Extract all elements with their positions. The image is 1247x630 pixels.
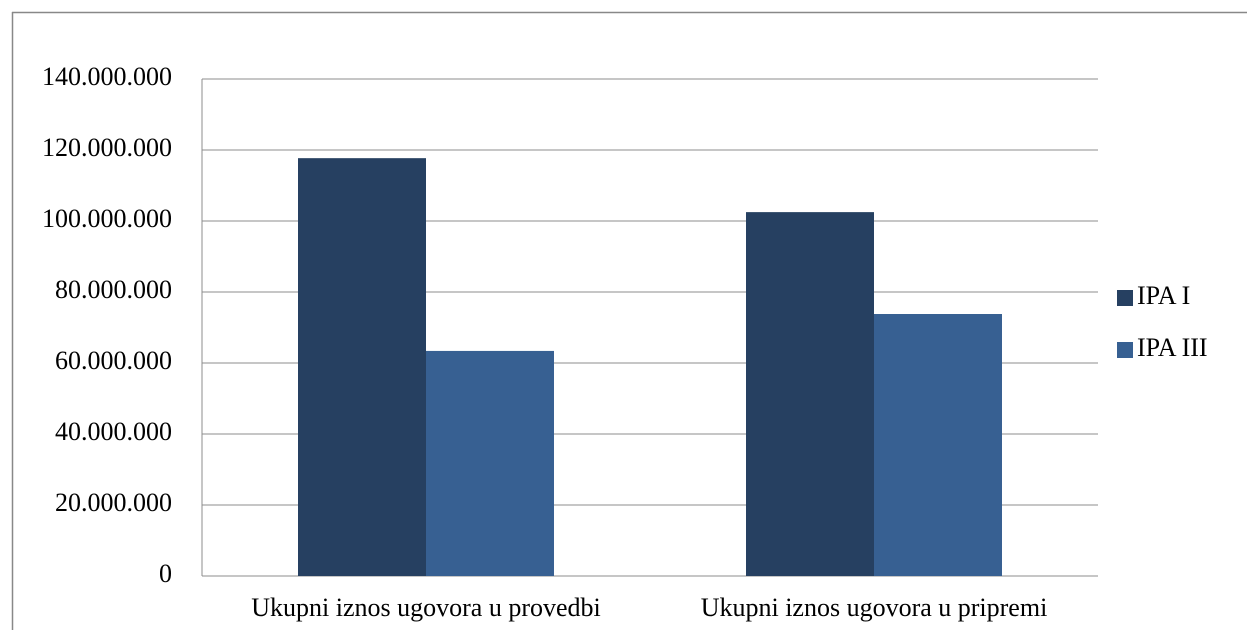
x-tick-label: Ukupni iznos ugovora u provedbi bbox=[251, 593, 601, 622]
bar bbox=[874, 314, 1002, 576]
legend-label: IPA I bbox=[1137, 281, 1190, 310]
bar bbox=[426, 350, 554, 576]
legend-swatch bbox=[1117, 342, 1133, 358]
bar bbox=[298, 158, 426, 577]
y-tick-label: 20.000.000 bbox=[55, 488, 172, 517]
y-tick-label: 100.000.000 bbox=[42, 204, 172, 233]
y-tick-label: 120.000.000 bbox=[42, 133, 172, 162]
y-tick-label: 0 bbox=[159, 559, 172, 588]
y-tick-label: 80.000.000 bbox=[55, 275, 172, 304]
bar bbox=[746, 212, 874, 576]
y-tick-label: 60.000.000 bbox=[55, 346, 172, 375]
legend-label: IPA III bbox=[1137, 333, 1208, 362]
x-tick-label: Ukupni iznos ugovora u pripremi bbox=[701, 593, 1048, 622]
y-tick-label: 140.000.000 bbox=[42, 62, 172, 91]
y-tick-label: 40.000.000 bbox=[55, 417, 172, 446]
legend-swatch bbox=[1117, 290, 1133, 306]
